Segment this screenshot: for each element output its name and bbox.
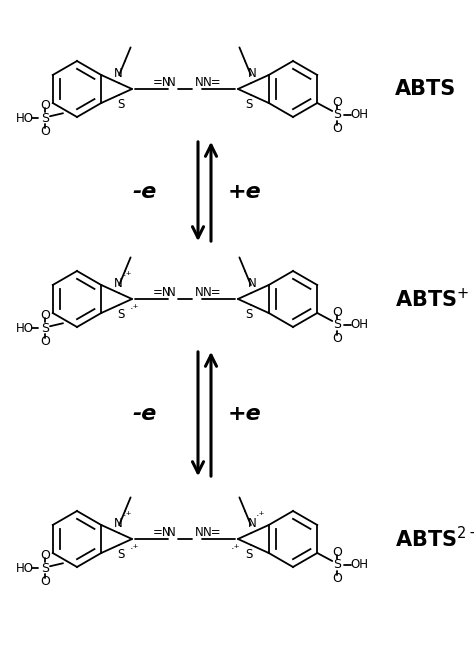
Text: O: O — [332, 122, 342, 135]
Text: OH: OH — [350, 559, 368, 572]
Text: S: S — [41, 562, 49, 575]
Text: ·⁺: ·⁺ — [122, 511, 132, 521]
Text: S: S — [118, 309, 125, 321]
Text: S: S — [245, 98, 253, 111]
Text: N=: N= — [203, 526, 222, 540]
Text: +e: +e — [228, 404, 262, 424]
Text: S: S — [333, 559, 341, 572]
Text: HO: HO — [16, 562, 34, 575]
Text: ABTS$^{2+}$: ABTS$^{2+}$ — [395, 526, 474, 551]
Text: O: O — [332, 545, 342, 559]
Text: OH: OH — [350, 109, 368, 122]
Text: OH: OH — [350, 318, 368, 332]
Text: O: O — [40, 125, 50, 138]
Text: N: N — [167, 77, 175, 90]
Text: N: N — [195, 286, 203, 300]
Text: ·⁺: ·⁺ — [231, 544, 241, 554]
Text: N=: N= — [203, 77, 222, 90]
Text: S: S — [333, 109, 341, 122]
Text: ·⁺: ·⁺ — [129, 544, 139, 554]
Text: S: S — [333, 318, 341, 332]
Text: N: N — [167, 286, 175, 300]
Text: N: N — [114, 67, 122, 80]
Text: ·⁺: ·⁺ — [122, 271, 132, 281]
Text: O: O — [332, 305, 342, 318]
Text: =N: =N — [153, 526, 172, 540]
Text: N=: N= — [203, 286, 222, 300]
Text: +e: +e — [228, 182, 262, 202]
Text: HO: HO — [16, 112, 34, 125]
Text: -e: -e — [133, 404, 157, 424]
Text: =N: =N — [153, 286, 172, 300]
Text: N: N — [247, 67, 256, 80]
Text: O: O — [332, 572, 342, 585]
Text: -e: -e — [133, 182, 157, 202]
Text: N: N — [167, 526, 175, 540]
Text: ABTS$^{+}$: ABTS$^{+}$ — [395, 287, 469, 311]
Text: O: O — [332, 95, 342, 109]
Text: ·⁺: ·⁺ — [129, 304, 139, 314]
Text: =N: =N — [153, 77, 172, 90]
Text: N: N — [114, 277, 122, 290]
Text: S: S — [118, 549, 125, 561]
Text: S: S — [245, 549, 253, 561]
Text: O: O — [40, 335, 50, 348]
Text: N: N — [247, 517, 256, 530]
Text: ·⁺: ·⁺ — [256, 511, 265, 521]
Text: O: O — [40, 99, 50, 112]
Text: O: O — [40, 309, 50, 322]
Text: S: S — [245, 309, 253, 321]
Text: N: N — [195, 77, 203, 90]
Text: S: S — [118, 98, 125, 111]
Text: S: S — [41, 112, 49, 125]
Text: O: O — [332, 332, 342, 345]
Text: S: S — [41, 322, 49, 335]
Text: ABTS: ABTS — [395, 79, 456, 99]
Text: N: N — [247, 277, 256, 290]
Text: HO: HO — [16, 322, 34, 335]
Text: N: N — [195, 526, 203, 540]
Text: O: O — [40, 575, 50, 588]
Text: O: O — [40, 549, 50, 562]
Text: N: N — [114, 517, 122, 530]
